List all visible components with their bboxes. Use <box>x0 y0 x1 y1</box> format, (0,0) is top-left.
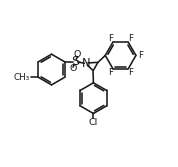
Text: N: N <box>82 57 90 70</box>
Text: S: S <box>71 55 79 68</box>
Text: F: F <box>108 68 113 77</box>
Text: CH₃: CH₃ <box>14 73 30 82</box>
Text: O: O <box>74 50 81 59</box>
Text: O: O <box>69 64 77 73</box>
Text: F: F <box>128 34 133 43</box>
Text: F: F <box>138 51 143 60</box>
Text: Cl: Cl <box>89 118 98 127</box>
Text: F: F <box>128 68 133 77</box>
Text: F: F <box>108 34 113 43</box>
